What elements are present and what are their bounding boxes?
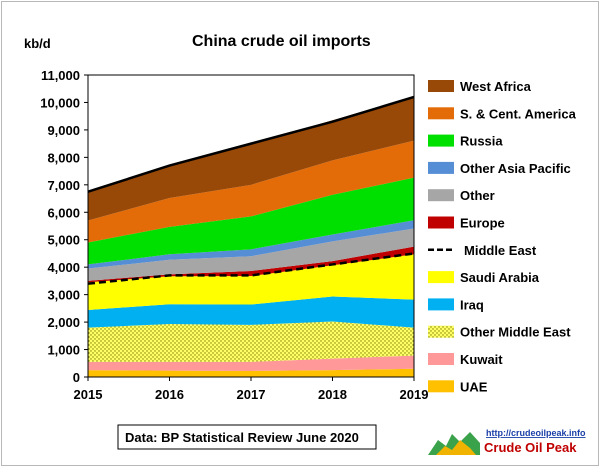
- area-other: [88, 228, 414, 281]
- legend-swatch: [428, 298, 454, 311]
- y-tick-label: 10,000: [40, 95, 80, 110]
- area-uae: [88, 368, 414, 377]
- legend-label: Europe: [460, 216, 505, 231]
- area-other-middle-east: [88, 321, 414, 362]
- area-saudi-arabia: [88, 254, 414, 311]
- legend-label: UAE: [460, 379, 488, 394]
- y-tick-label: 11,000: [41, 68, 80, 83]
- logo-peak-icon: [436, 440, 476, 455]
- legend-label: S. & Cent. America: [460, 106, 577, 121]
- area-europe: [88, 246, 414, 283]
- logo-url[interactable]: http://crudeoilpeak.info: [486, 428, 586, 438]
- x-tick-label: 2019: [400, 387, 429, 402]
- legend-label: Other: [460, 188, 495, 203]
- legend-swatch: [428, 216, 454, 229]
- legend-label: Saudi Arabia: [460, 270, 540, 285]
- y-axis-label: kb/d: [24, 36, 51, 51]
- source-note: Data: BP Statistical Review June 2020: [125, 430, 359, 445]
- legend-swatch: [428, 134, 454, 147]
- area-iraq: [88, 296, 414, 328]
- y-tick-label: 3,000: [47, 288, 80, 303]
- y-tick-label: 1,000: [47, 343, 80, 358]
- x-tick-label: 2018: [318, 387, 347, 402]
- source-note-box: [117, 424, 377, 450]
- overlay-lines: [87, 95, 415, 285]
- legend-label: Russia: [460, 134, 503, 149]
- area-russia: [88, 177, 414, 265]
- total-line: [87, 95, 415, 193]
- legend-swatch: [428, 189, 454, 202]
- legend-label: Kuwait: [460, 352, 503, 367]
- x-tick-label: 2016: [155, 387, 184, 402]
- y-tick-label: 5,000: [47, 233, 80, 248]
- y-tick-label: 8,000: [47, 150, 80, 165]
- legend-label: Other Asia Pacific: [460, 161, 571, 176]
- legend-label: Iraq: [460, 297, 484, 312]
- y-tick-label: 6,000: [47, 205, 80, 220]
- chart-title: China crude oil imports: [192, 33, 371, 50]
- legend-swatch: [428, 380, 454, 393]
- y-tick-label: 2,000: [47, 315, 80, 330]
- legend-swatch: [428, 271, 454, 284]
- crude-oil-peak-logo[interactable]: http://crudeoilpeak.info Crude Oil Peak: [428, 428, 586, 455]
- legend: West Africa S. & Cent. America Russia Other…: [428, 79, 577, 394]
- area-other-asia-pacific: [88, 220, 414, 269]
- y-tick-label: 4,000: [47, 260, 80, 275]
- logo-name: Crude Oil Peak: [484, 440, 577, 455]
- legend-swatch: [428, 80, 454, 92]
- legend-swatch: [428, 161, 454, 174]
- legend-label: Middle East: [464, 243, 537, 258]
- y-tick-label: 7,000: [47, 178, 80, 193]
- area-kuwait: [88, 355, 414, 371]
- y-tick-label: 0: [73, 370, 80, 385]
- legend-label: West Africa: [460, 79, 532, 94]
- area-layers: [88, 96, 414, 377]
- legend-swatch: [428, 325, 454, 338]
- legend-swatch: [428, 353, 454, 365]
- area-s-cent-america: [88, 140, 414, 243]
- y-tick-label: 9,000: [47, 123, 80, 138]
- x-tick-label: 2015: [74, 387, 103, 402]
- legend-swatch: [428, 107, 454, 120]
- legend-label: Other Middle East: [460, 325, 571, 340]
- area-west-africa: [88, 96, 414, 221]
- x-tick-label: 2017: [237, 387, 266, 402]
- x-axis-ticks: 2015 2016 2017 2018 2019: [74, 377, 429, 402]
- y-axis-ticks: 0 1,000 2,000 3,000 4,000 5,000 6,000 7,000 8,00…: [40, 68, 88, 385]
